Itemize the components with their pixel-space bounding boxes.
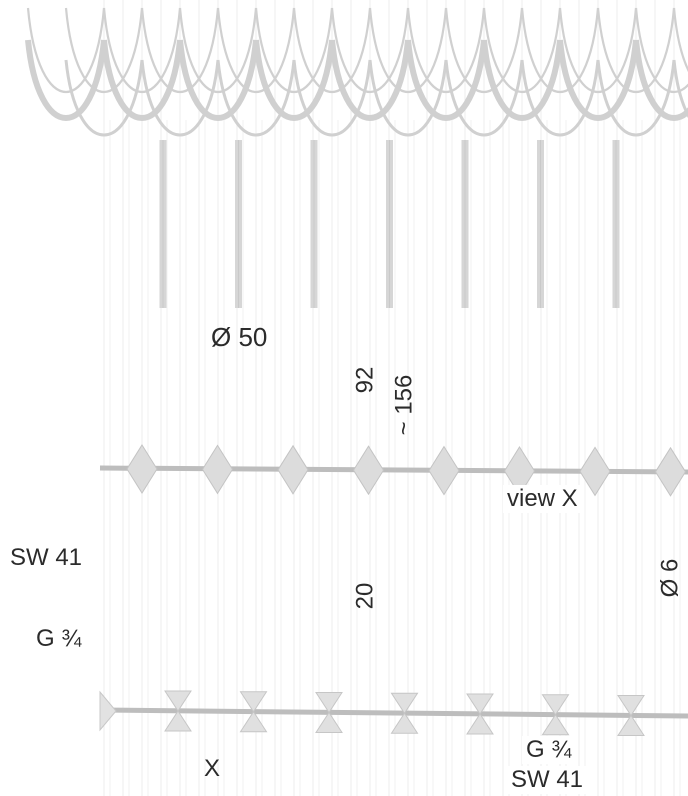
loop-arc bbox=[596, 59, 676, 137]
loop-arc bbox=[254, 7, 334, 93]
loop-arc bbox=[406, 7, 486, 93]
fitting bbox=[466, 693, 494, 735]
fitting bbox=[164, 690, 192, 732]
hanging-tubes bbox=[159, 140, 620, 308]
nozzle bbox=[352, 445, 385, 496]
loop-arc bbox=[25, 39, 107, 121]
diameter-6-label: Ø 6 bbox=[656, 558, 684, 598]
loop-arc bbox=[672, 59, 688, 118]
loop-arc bbox=[482, 7, 562, 93]
loop-arc bbox=[329, 39, 411, 121]
manifold-rail-lower bbox=[99, 690, 688, 736]
loop-arc bbox=[292, 7, 372, 93]
view-x-label: view X bbox=[503, 485, 582, 513]
loop-arc bbox=[64, 7, 144, 93]
loop-arc bbox=[557, 39, 639, 121]
loop-arc bbox=[64, 59, 144, 137]
loop-arc bbox=[634, 7, 688, 93]
loop-arc bbox=[405, 39, 487, 121]
loop-arc bbox=[596, 7, 676, 93]
loop-arc bbox=[520, 59, 600, 137]
manifold-rail-upper bbox=[99, 444, 688, 497]
fitting bbox=[617, 695, 645, 736]
fitting bbox=[239, 691, 268, 733]
nozzle bbox=[126, 444, 158, 494]
loop-arc bbox=[558, 7, 638, 93]
nozzle bbox=[201, 444, 234, 495]
loop-arc bbox=[216, 59, 296, 137]
fitting bbox=[315, 692, 343, 733]
loop-arc bbox=[330, 7, 410, 93]
loop-arc bbox=[26, 7, 106, 93]
nozzle bbox=[428, 445, 460, 496]
sprinkler-loop-pattern bbox=[25, 7, 688, 137]
loop-arc bbox=[178, 7, 258, 93]
loop-arc bbox=[102, 7, 182, 93]
diameter-50-label: Ø 50 bbox=[211, 322, 268, 352]
dimension-20-label: 20 bbox=[351, 582, 379, 610]
fitting-end bbox=[99, 690, 117, 732]
loop-arc bbox=[253, 39, 335, 121]
loop-arc bbox=[216, 7, 296, 93]
sw41-left-label: SW 41 bbox=[10, 544, 83, 571]
loop-arc bbox=[633, 39, 688, 121]
dimension-156-label: ~ 156 bbox=[390, 374, 418, 436]
vertical-guide-lines bbox=[103, 0, 681, 796]
loop-arc bbox=[140, 59, 220, 137]
rail-bar bbox=[99, 707, 688, 719]
view-x-marker: X bbox=[204, 755, 221, 782]
loop-arc bbox=[177, 39, 259, 121]
loop-arc bbox=[368, 59, 448, 137]
loop-arc bbox=[368, 7, 448, 93]
g34-bottom-label: G ¾ bbox=[522, 736, 576, 764]
loop-arc bbox=[672, 7, 688, 72]
loop-arc bbox=[140, 7, 220, 93]
dimension-92-label: 92 bbox=[351, 366, 379, 394]
loop-arc bbox=[444, 7, 524, 93]
nozzle bbox=[579, 446, 611, 497]
loop-arc bbox=[101, 39, 183, 121]
loop-arc bbox=[292, 59, 372, 137]
nozzle bbox=[277, 444, 309, 495]
loop-arc bbox=[520, 7, 600, 93]
loop-arc bbox=[444, 59, 524, 137]
fitting bbox=[390, 692, 419, 734]
loop-arc bbox=[481, 39, 563, 121]
fitting bbox=[541, 694, 570, 736]
nozzle bbox=[654, 446, 687, 497]
sw41-bottom-label: SW 41 bbox=[507, 766, 588, 794]
g34-left-label: G ¾ bbox=[36, 625, 82, 652]
